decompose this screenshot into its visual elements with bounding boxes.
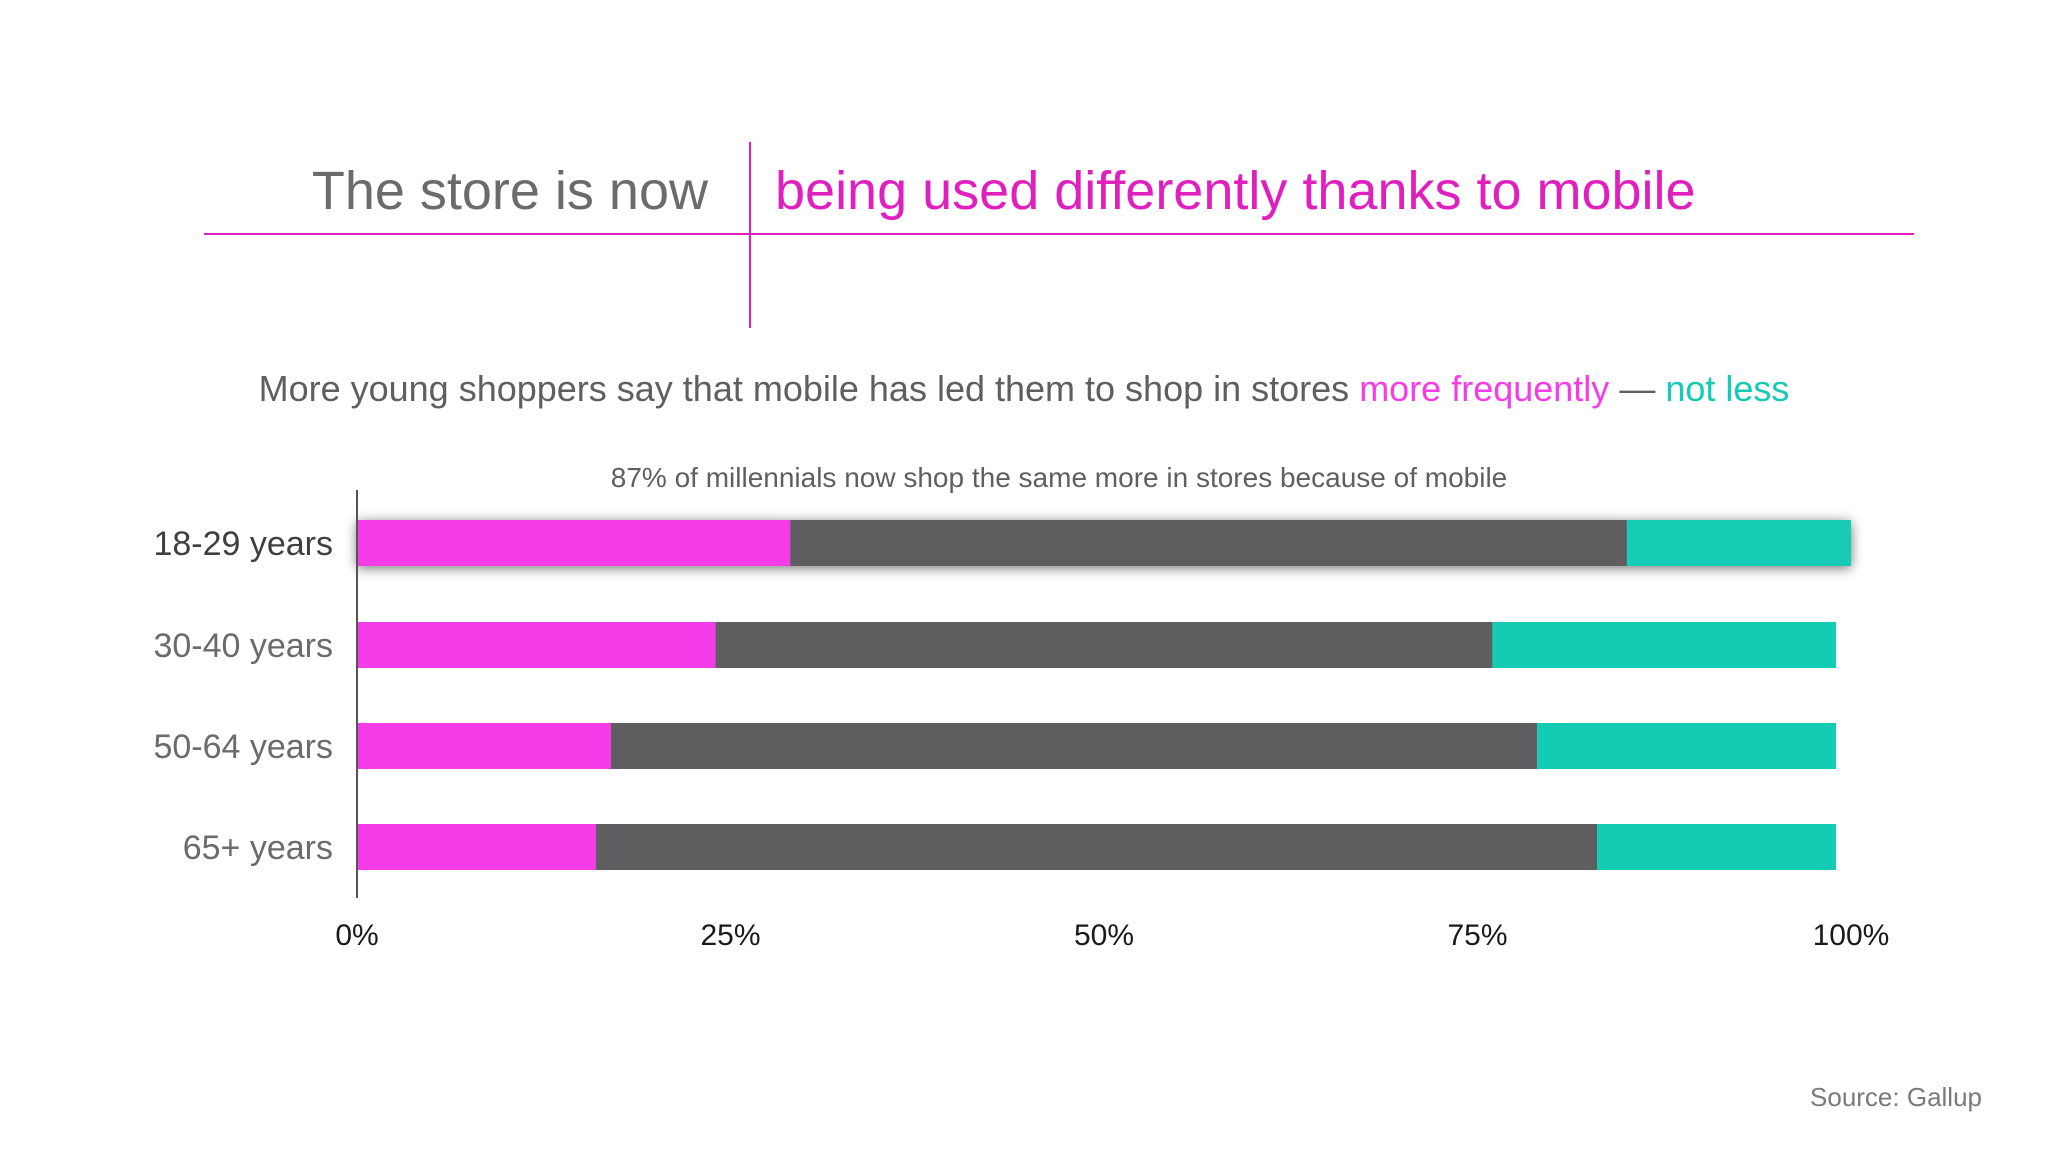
chart-note: 87% of millennials now shop the same mor… <box>610 462 1508 493</box>
bar-segment <box>1537 723 1837 769</box>
category-label: 50-64 years <box>153 728 333 766</box>
headline-left: The store is now <box>311 161 708 221</box>
bar-segment <box>1492 622 1837 668</box>
subtitle-not-less: not less <box>1665 368 1790 409</box>
category-label: 18-29 years <box>153 525 333 563</box>
bar-row <box>357 622 1837 668</box>
x-tick-label: 0% <box>335 919 378 952</box>
x-tick-label: 50% <box>1074 919 1134 952</box>
x-axis-ticks: 0% 25% 50% 75% 100% <box>335 919 1889 952</box>
x-tick-label: 75% <box>1447 919 1507 952</box>
category-labels: 18-29 years 30-40 years 50-64 years 65+ yea… <box>153 525 333 867</box>
x-tick-label: 25% <box>700 919 760 952</box>
category-label: 65+ years <box>183 829 333 867</box>
bar-segment <box>1597 824 1837 870</box>
category-label: 30-40 years <box>153 627 333 665</box>
bar-segment <box>357 723 611 769</box>
bars-layer <box>357 520 1851 870</box>
subtitle: More young shoppers say that mobile has … <box>0 367 2048 411</box>
bar-segment <box>610 723 1538 769</box>
bar-row <box>357 520 1851 566</box>
bar-segment <box>1626 520 1851 566</box>
subtitle-main: More young shoppers say that mobile has … <box>258 368 1360 409</box>
source-note: Source: Gallup <box>1810 1082 1982 1112</box>
x-tick-label: 100% <box>1813 919 1890 952</box>
subtitle-dash: — <box>1609 368 1666 409</box>
bar-segment <box>357 520 791 566</box>
headline-horizontal-rule <box>204 233 1914 235</box>
bar-segment <box>357 622 716 668</box>
headline-vertical-divider <box>749 142 751 328</box>
headline-right: being used differently thanks to mobile <box>775 161 1696 221</box>
bar-segment <box>596 824 1598 870</box>
bar-row <box>357 723 1837 769</box>
bar-segment <box>790 520 1627 566</box>
bar-segment <box>357 824 597 870</box>
bar-row <box>357 824 1837 870</box>
subtitle-more-frequently: more frequently <box>1359 368 1610 409</box>
bar-segment <box>715 622 1493 668</box>
